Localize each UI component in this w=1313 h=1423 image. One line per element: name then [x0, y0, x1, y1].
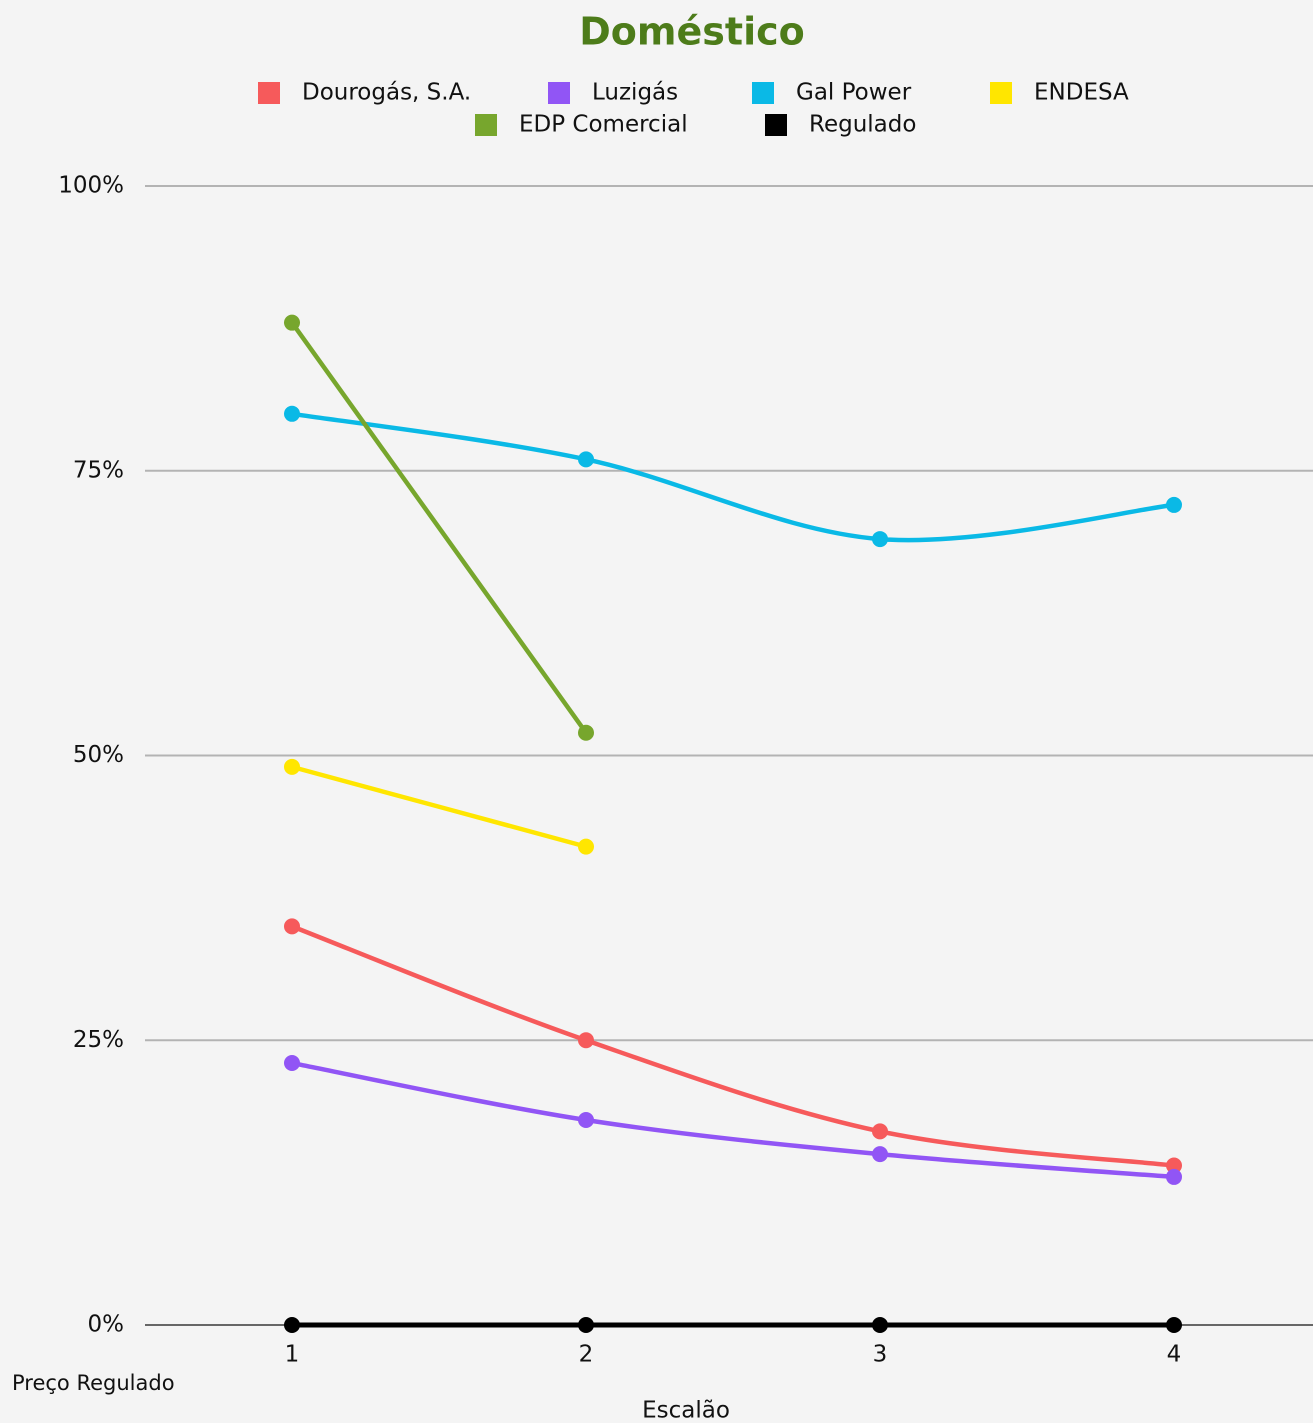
data-point [578, 1032, 594, 1049]
legend-swatch [752, 82, 774, 104]
legend-swatch [548, 82, 570, 104]
legend-label: Dourogás, S.A. [302, 80, 471, 106]
y-tick-label: 0% [88, 1312, 125, 1338]
data-point [284, 1055, 300, 1072]
legend-label: Gal Power [796, 80, 912, 106]
data-point [872, 1317, 888, 1333]
y-tick-label: 50% [73, 742, 124, 768]
chart-title: Doméstico [579, 10, 804, 54]
legend-label: ENDESA [1034, 80, 1129, 106]
annotation: Preço Regulado [12, 1371, 175, 1395]
data-point [1166, 1157, 1182, 1174]
y-tick-label: 75% [73, 457, 124, 483]
series-line [291, 1060, 1175, 1180]
x-tick-label: 2 [579, 1342, 594, 1368]
data-point [284, 314, 300, 331]
data-point [578, 451, 594, 468]
x-tick-label: 1 [285, 1342, 300, 1368]
data-point [872, 1123, 888, 1140]
data-point [284, 405, 300, 422]
series-line [291, 411, 1175, 543]
legend-swatch [475, 114, 497, 136]
y-tick-label: 25% [73, 1027, 124, 1053]
data-point [578, 724, 594, 741]
legend-swatch [990, 82, 1012, 104]
x-tick-label: 3 [873, 1342, 888, 1368]
data-point [578, 1317, 594, 1333]
data-point [1166, 496, 1182, 513]
series-line [291, 764, 587, 849]
legend-swatch [258, 82, 280, 104]
data-point [578, 838, 594, 855]
data-point [284, 918, 300, 935]
series-line [290, 321, 588, 735]
x-axis-label: Escalão [642, 1398, 730, 1423]
y-tick-label: 100% [58, 173, 124, 199]
x-tick-label: 4 [1167, 1342, 1182, 1368]
data-point [1166, 1168, 1182, 1185]
legend-label: EDP Comercial [519, 112, 688, 138]
data-point [578, 1111, 594, 1128]
data-point [1166, 1317, 1182, 1333]
legend-label: Luzigás [592, 80, 678, 106]
data-point [872, 1146, 888, 1163]
series-line [291, 924, 1175, 1168]
data-point [284, 1317, 300, 1333]
legend-label: Regulado [809, 112, 916, 138]
data-point [284, 758, 300, 775]
data-point [872, 531, 888, 548]
legend-swatch [765, 114, 787, 136]
